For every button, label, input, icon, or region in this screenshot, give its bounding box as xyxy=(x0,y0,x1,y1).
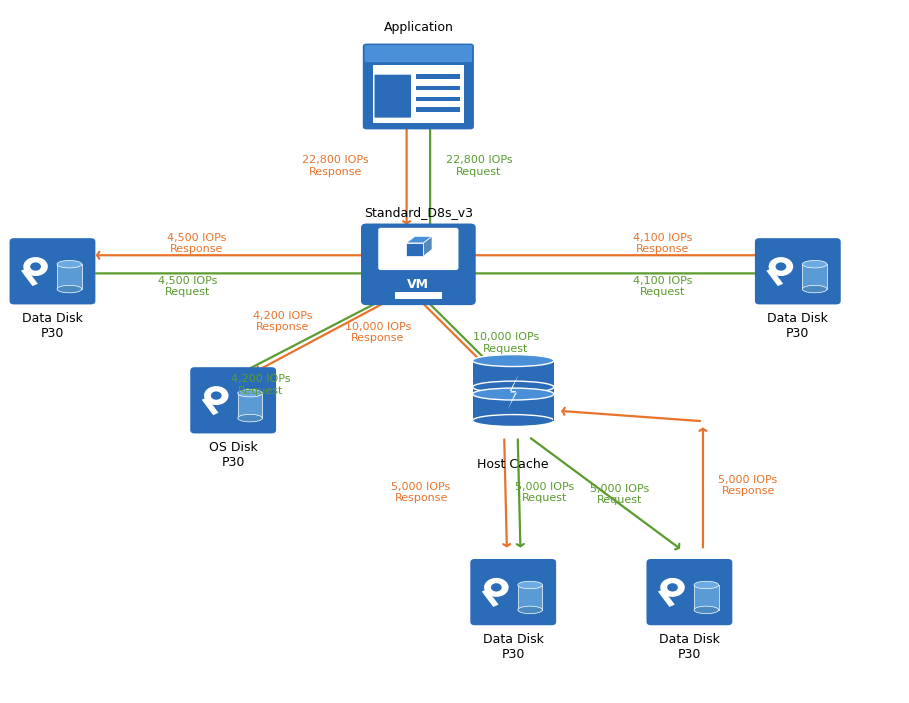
Circle shape xyxy=(484,578,509,597)
Bar xyxy=(473,394,554,420)
Text: 5,000 IOPs
Request: 5,000 IOPs Request xyxy=(515,482,574,503)
Ellipse shape xyxy=(518,606,543,614)
Ellipse shape xyxy=(238,389,263,397)
Polygon shape xyxy=(424,236,432,256)
Ellipse shape xyxy=(803,285,827,293)
Bar xyxy=(694,585,719,610)
Bar xyxy=(803,264,827,289)
Bar xyxy=(766,269,784,286)
FancyBboxPatch shape xyxy=(754,238,841,304)
Bar xyxy=(473,361,554,387)
Bar xyxy=(21,269,38,286)
Ellipse shape xyxy=(57,285,82,293)
Bar xyxy=(373,65,464,122)
Text: 10,000 IOPs
Response: 10,000 IOPs Response xyxy=(345,322,411,344)
Text: 22,800 IOPs
Response: 22,800 IOPs Response xyxy=(302,155,368,176)
Ellipse shape xyxy=(694,581,719,588)
Ellipse shape xyxy=(238,414,263,422)
FancyBboxPatch shape xyxy=(375,75,411,117)
Text: Data Disk
P30: Data Disk P30 xyxy=(767,311,828,340)
Circle shape xyxy=(491,583,502,591)
Text: Data Disk
P30: Data Disk P30 xyxy=(22,311,83,340)
Polygon shape xyxy=(406,236,432,243)
Text: OS Disk
P30: OS Disk P30 xyxy=(209,441,257,469)
Text: 5,000 IOPs
Request: 5,000 IOPs Request xyxy=(590,484,649,505)
Bar xyxy=(415,107,460,112)
Text: 4,500 IOPs
Request: 4,500 IOPs Request xyxy=(158,276,217,297)
Circle shape xyxy=(211,392,222,400)
Bar xyxy=(57,264,82,289)
Text: 4,100 IOPs
Response: 4,100 IOPs Response xyxy=(633,233,692,254)
FancyBboxPatch shape xyxy=(378,228,458,270)
Circle shape xyxy=(775,262,786,271)
Text: 5,000 IOPs
Response: 5,000 IOPs Response xyxy=(718,475,778,496)
FancyBboxPatch shape xyxy=(10,238,95,304)
Ellipse shape xyxy=(473,354,554,366)
Text: VM: VM xyxy=(407,278,429,291)
Bar xyxy=(202,397,218,415)
Text: 5,000 IOPs
Response: 5,000 IOPs Response xyxy=(392,482,451,503)
Circle shape xyxy=(30,262,41,271)
Ellipse shape xyxy=(518,581,543,588)
Text: 4,200 IOPs
Response: 4,200 IOPs Response xyxy=(253,311,313,333)
Bar xyxy=(395,292,442,299)
Ellipse shape xyxy=(57,260,82,268)
Ellipse shape xyxy=(803,260,827,268)
Bar xyxy=(658,589,674,607)
Polygon shape xyxy=(508,375,519,409)
FancyBboxPatch shape xyxy=(646,559,733,625)
FancyBboxPatch shape xyxy=(470,559,556,625)
Text: 4,200 IOPs
Request: 4,200 IOPs Request xyxy=(231,374,290,396)
Bar xyxy=(415,86,460,91)
Bar xyxy=(238,393,263,418)
Ellipse shape xyxy=(473,415,554,427)
Bar xyxy=(518,585,543,610)
Text: 4,100 IOPs
Request: 4,100 IOPs Request xyxy=(633,276,692,297)
Ellipse shape xyxy=(473,388,554,400)
Ellipse shape xyxy=(694,606,719,614)
Circle shape xyxy=(667,583,678,591)
Bar xyxy=(415,96,460,101)
Polygon shape xyxy=(406,243,424,256)
Text: 22,800 IOPs
Request: 22,800 IOPs Request xyxy=(445,155,512,176)
Text: 4,500 IOPs
Response: 4,500 IOPs Response xyxy=(167,233,226,254)
Circle shape xyxy=(204,386,228,405)
FancyBboxPatch shape xyxy=(361,224,475,305)
Bar xyxy=(482,589,498,607)
Text: Application: Application xyxy=(384,21,454,34)
Text: Data Disk
P30: Data Disk P30 xyxy=(483,633,544,661)
Ellipse shape xyxy=(473,381,554,393)
FancyBboxPatch shape xyxy=(365,45,472,62)
Text: Standard_D8s_v3: Standard_D8s_v3 xyxy=(364,206,473,219)
Bar xyxy=(415,74,460,79)
FancyBboxPatch shape xyxy=(190,367,276,434)
Circle shape xyxy=(769,257,794,276)
Circle shape xyxy=(660,578,684,597)
Bar xyxy=(473,361,554,420)
Text: 10,000 IOPs
Request: 10,000 IOPs Request xyxy=(473,333,539,354)
Text: Data Disk
P30: Data Disk P30 xyxy=(659,633,720,661)
Text: Host Cache: Host Cache xyxy=(477,458,549,470)
Circle shape xyxy=(24,257,48,276)
FancyBboxPatch shape xyxy=(363,44,474,129)
